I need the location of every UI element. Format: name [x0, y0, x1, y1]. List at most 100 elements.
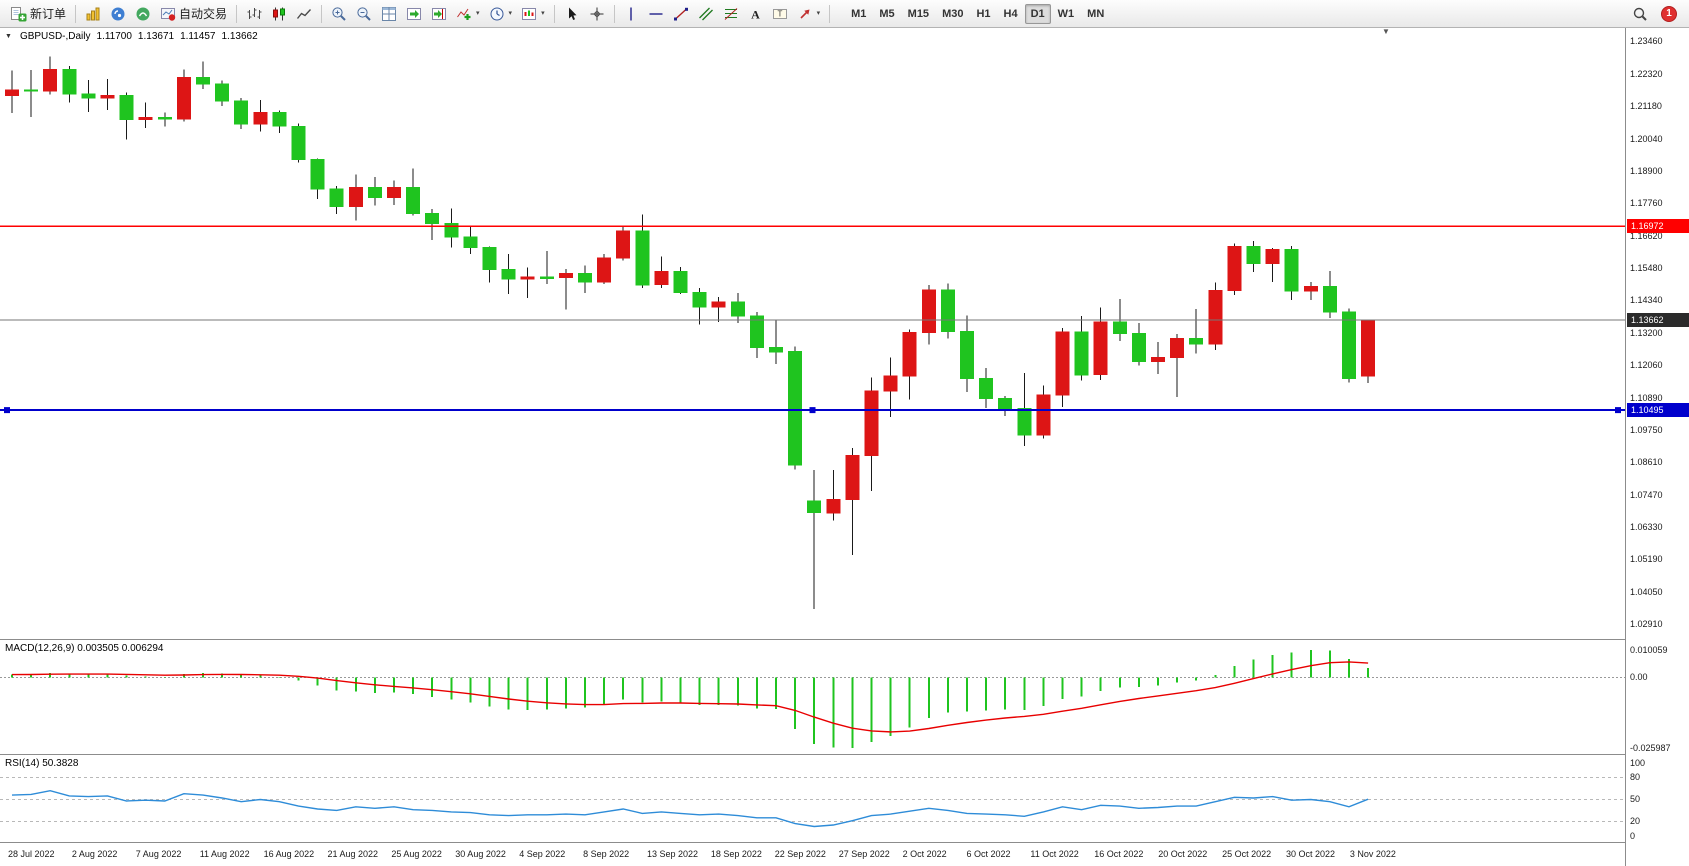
- crosshair-icon: [590, 7, 604, 20]
- new-order-label: 新订单: [30, 7, 67, 21]
- toolbar-separator: [321, 4, 323, 23]
- market-watch-button[interactable]: [81, 2, 105, 25]
- crosshair-button[interactable]: [585, 2, 609, 25]
- toolbar-right-group: 1: [1628, 2, 1683, 25]
- rsi-axis-label: 80: [1630, 772, 1641, 783]
- main-price-panel[interactable]: ▼ GBPUSD-,Daily 1.11700 1.13671 1.11457 …: [0, 28, 1625, 640]
- arrows-tool-button[interactable]: ▾: [793, 2, 825, 25]
- notification-badge[interactable]: 1: [1661, 5, 1677, 22]
- date-label: 18 Sep 2022: [710, 849, 762, 859]
- chart-shift-marker-icon[interactable]: ▼: [1382, 28, 1390, 36]
- vertical-line-tool-button[interactable]: [620, 2, 643, 25]
- macd-indicator-panel[interactable]: MACD(12,26,9) 0.003505 0.006294: [0, 640, 1625, 755]
- price-axis[interactable]: 1.16972 1.13662 1.10495 1.23460 1.22320 1.…: [1625, 28, 1689, 866]
- chart-shift-button[interactable]: [427, 2, 451, 25]
- timeframe-button-m30[interactable]: M30: [942, 7, 964, 20]
- line-chart-button[interactable]: [292, 2, 316, 25]
- sounds-icon: [111, 7, 125, 20]
- hline-handle[interactable]: [809, 407, 816, 414]
- price-axis-label: 1.12060: [1630, 360, 1663, 371]
- price-axis-label: 1.10890: [1630, 392, 1663, 403]
- trendline-icon: [673, 7, 688, 20]
- vertical-line-icon: [630, 7, 632, 20]
- community-button[interactable]: [131, 2, 155, 25]
- timeframe-button-d1[interactable]: D1: [1024, 3, 1051, 24]
- price-tag-resistance: 1.16972: [1627, 219, 1689, 234]
- templates-icon: [522, 7, 537, 20]
- zoom-in-button[interactable]: [327, 2, 351, 25]
- timeframe-button-w1[interactable]: W1: [1057, 7, 1075, 20]
- rsi-axis-label: 50: [1630, 794, 1641, 804]
- cursor-button[interactable]: [560, 2, 584, 25]
- date-label: 7 Aug 2022: [135, 849, 182, 859]
- text-tool-button[interactable]: A: [744, 2, 767, 25]
- price-axis-label: 1.09750: [1630, 424, 1663, 435]
- close-value: 1.13662: [221, 31, 258, 42]
- timeframe-button-h1[interactable]: H1: [976, 7, 991, 20]
- date-label: 13 Sep 2022: [647, 849, 699, 859]
- candlestick-chart-button[interactable]: [267, 2, 291, 25]
- horizontal-line-icon: [649, 12, 663, 15]
- hline-handle[interactable]: [1615, 407, 1621, 414]
- rsi-axis-label: 100: [1630, 757, 1646, 768]
- rsi-label: RSI(14) 50.3828: [5, 758, 79, 769]
- sounds-button[interactable]: [106, 2, 130, 25]
- high-value: 1.13671: [137, 31, 175, 42]
- dropdown-caret-icon: ▾: [508, 10, 513, 17]
- indicators-button[interactable]: ▾: [452, 2, 484, 25]
- zoom-out-icon: [357, 6, 371, 21]
- hline-handle[interactable]: [4, 407, 10, 414]
- cursor-icon: [568, 7, 577, 20]
- templates-button[interactable]: ▾: [517, 2, 549, 25]
- auto-trading-icon: [161, 7, 176, 21]
- toolbar-separator: [613, 4, 615, 23]
- trendline-tool-button[interactable]: [669, 2, 693, 25]
- one-click-trading-toggle-icon[interactable]: ▼: [5, 33, 12, 40]
- timeframe-button-m15[interactable]: M15: [907, 7, 930, 20]
- zoom-out-button[interactable]: [352, 2, 376, 25]
- candlestick-icon: [273, 7, 286, 20]
- auto-trading-button[interactable]: 自动交易: [156, 2, 231, 25]
- line-chart-icon: [296, 8, 312, 19]
- price-axis-label: 1.05190: [1630, 554, 1663, 565]
- date-label: 11 Oct 2022: [1030, 849, 1079, 859]
- chart-header: ▼ GBPUSD-,Daily 1.11700 1.13671 1.11457 …: [5, 31, 258, 42]
- label-tool-button[interactable]: T: [768, 2, 792, 25]
- price-tag-support: 1.10495: [1627, 403, 1689, 418]
- timeframe-button-h4[interactable]: H4: [1003, 7, 1018, 20]
- timeframe-button-mn[interactable]: MN: [1087, 7, 1105, 20]
- new-order-button[interactable]: 新订单: [6, 2, 70, 25]
- timeframe-button-m5[interactable]: M5: [879, 7, 895, 20]
- text-icon: A: [751, 7, 760, 21]
- date-axis[interactable]: 28 Jul 2022 2 Aug 2022 7 Aug 2022 11 Aug 20…: [0, 843, 1625, 866]
- bar-chart-icon: [247, 7, 262, 19]
- date-label: 2 Aug 2022: [71, 849, 118, 859]
- fibonacci-tool-button[interactable]: [719, 2, 743, 25]
- svg-text:A: A: [751, 7, 760, 21]
- price-tag-bid: 1.13662: [1627, 313, 1689, 328]
- periods-button[interactable]: ▾: [485, 2, 517, 25]
- chart-area: ▼ GBPUSD-,Daily 1.11700 1.13671 1.11457 …: [0, 28, 1689, 866]
- tile-windows-button[interactable]: [377, 2, 401, 25]
- date-label: 25 Oct 2022: [1222, 849, 1272, 859]
- price-axis-label: 1.04050: [1630, 586, 1663, 597]
- tile-windows-icon: [382, 6, 397, 21]
- date-label: 30 Aug 2022: [455, 849, 506, 859]
- date-label: 16 Oct 2022: [1094, 849, 1144, 859]
- horizontal-line-tool-button[interactable]: [644, 2, 668, 25]
- macd-chart-canvas[interactable]: [0, 640, 1625, 755]
- timeframe-button-m1[interactable]: M1: [851, 7, 867, 20]
- toolbar-separator: [75, 4, 77, 23]
- bar-chart-button[interactable]: [242, 2, 266, 25]
- search-button[interactable]: [1628, 2, 1652, 25]
- new-order-icon: [11, 6, 27, 21]
- price-axis-label: 1.23460: [1630, 36, 1663, 47]
- channel-tool-button[interactable]: [694, 2, 718, 25]
- rsi-indicator-panel[interactable]: RSI(14) 50.3828: [0, 755, 1625, 843]
- auto-scroll-button[interactable]: [402, 2, 426, 25]
- rsi-chart-canvas[interactable]: [0, 755, 1625, 843]
- open-value: 1.11700: [96, 31, 132, 42]
- auto-scroll-icon: [407, 7, 422, 20]
- candlestick-chart-canvas[interactable]: [0, 28, 1625, 640]
- price-axis-label: 1.08610: [1630, 457, 1663, 468]
